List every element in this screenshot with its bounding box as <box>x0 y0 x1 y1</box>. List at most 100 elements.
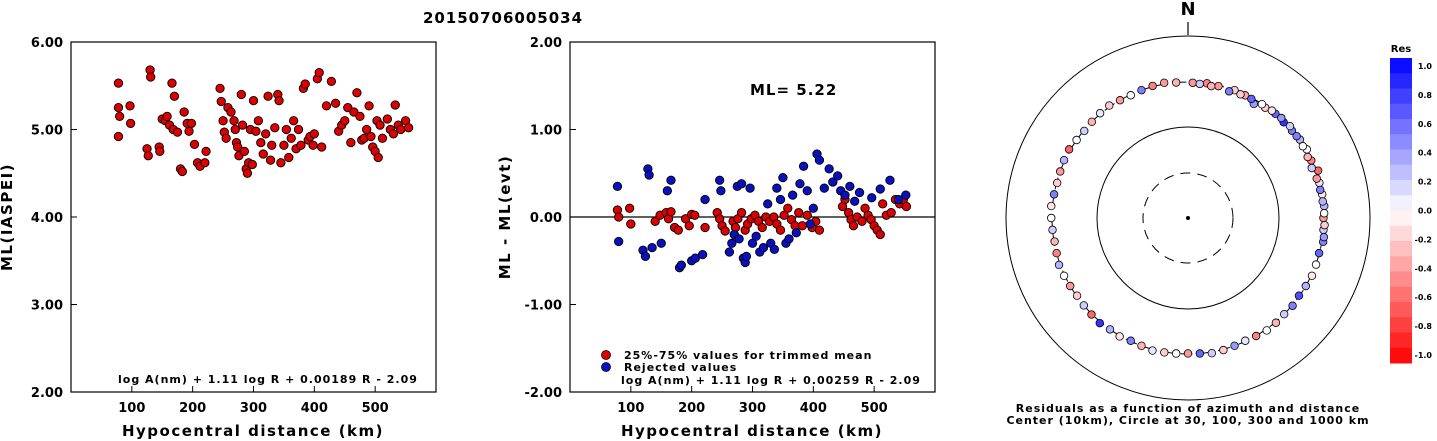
station-point <box>1188 78 1197 87</box>
colorbar-tick-label: 1.0 <box>1418 62 1433 71</box>
data-point <box>237 120 248 130</box>
y-tick-label: 5.00 <box>31 124 63 139</box>
data-point <box>184 126 194 136</box>
data-point <box>784 234 794 244</box>
data-point <box>162 111 172 122</box>
data-point <box>798 161 809 171</box>
data-point <box>155 146 165 157</box>
circle-1000km <box>1005 35 1371 401</box>
data-point <box>361 124 372 135</box>
station-point <box>1279 309 1289 319</box>
station-point <box>1066 281 1075 291</box>
data-point <box>700 194 710 205</box>
station-point <box>1137 86 1146 95</box>
data-point <box>274 95 284 106</box>
colorbar-cell <box>1390 271 1412 288</box>
data-point <box>783 203 793 213</box>
data-point <box>221 133 231 143</box>
data-point <box>125 101 135 111</box>
station-point <box>1230 341 1239 350</box>
data-point <box>795 179 805 189</box>
map-caption-line2: Center (10km), Circle at 30, 100, 300 an… <box>1006 414 1369 427</box>
data-point <box>666 175 676 185</box>
data-point <box>724 247 735 257</box>
data-point <box>805 219 815 229</box>
data-point <box>647 242 657 253</box>
ml-value: ML= 5.22 <box>750 81 837 99</box>
station-point <box>1072 291 1082 300</box>
station-point <box>1303 152 1312 162</box>
station-point <box>1307 271 1317 280</box>
data-point <box>113 78 124 88</box>
station-point <box>1267 106 1277 115</box>
y-tick-label: -1.00 <box>525 299 562 314</box>
data-point <box>308 140 318 150</box>
figure-title: 20150706005034 <box>423 9 583 27</box>
station-point <box>1277 113 1286 123</box>
station-point <box>1159 78 1169 88</box>
data-point <box>802 210 812 220</box>
y-tick-label: -2.00 <box>525 386 562 401</box>
station-point <box>1087 117 1097 127</box>
x-axis-label-2: Hypocentral distance (km) <box>621 422 883 440</box>
station-point <box>1307 163 1316 173</box>
data-point <box>697 249 708 260</box>
data-point <box>614 212 624 222</box>
data-point <box>769 244 780 255</box>
data-point <box>644 170 654 180</box>
data-point <box>382 114 392 124</box>
station-point <box>1047 201 1056 211</box>
data-point <box>113 131 124 142</box>
data-point <box>684 221 694 231</box>
data-point <box>186 118 197 129</box>
data-point <box>216 96 226 107</box>
station-point <box>1171 349 1181 358</box>
station-point <box>1262 326 1271 335</box>
data-point <box>230 124 240 135</box>
station-point <box>1288 301 1297 310</box>
station-point <box>1105 325 1115 334</box>
station-point <box>1056 167 1065 176</box>
colorbar-title: Res <box>1391 44 1411 55</box>
station-point <box>1301 281 1310 291</box>
colorbar-cells <box>1390 58 1412 364</box>
data-point <box>279 140 289 150</box>
data-point <box>247 159 257 170</box>
legend-label-trimmed: 25%-75% values for trimmed mean <box>624 349 872 362</box>
x-ticks-1: 100 200 300 400 500 <box>118 386 389 416</box>
x-tick-label: 400 <box>301 401 328 416</box>
data-point <box>875 229 885 240</box>
colorbar-cell <box>1390 134 1412 150</box>
north-label: N <box>1180 0 1195 20</box>
station-point <box>1050 237 1059 246</box>
y-tick-label: 4.00 <box>31 211 63 226</box>
data-point <box>656 238 666 248</box>
data-point <box>690 253 700 263</box>
y-tick-label: 1.00 <box>530 124 562 139</box>
y-tick-label: 0.00 <box>530 211 562 226</box>
colorbar-tick-label: 0.2 <box>1418 178 1432 187</box>
data-point <box>113 102 124 113</box>
data-point <box>143 151 153 161</box>
data-point <box>265 155 276 165</box>
data-point <box>840 190 850 200</box>
circle-30km <box>1142 172 1234 264</box>
station-point <box>1047 213 1056 223</box>
station-point <box>1319 232 1329 242</box>
station-point <box>1059 271 1069 280</box>
colorbar-cell <box>1390 88 1412 105</box>
data-point <box>775 194 786 205</box>
data-point <box>258 149 268 159</box>
panel-ml-vs-distance: 100 200 300 400 500 2.00 3.00 4.00 5.00 6.00 log… <box>0 36 437 440</box>
station-point <box>1126 336 1135 345</box>
data-point <box>316 142 327 152</box>
data-point <box>346 137 356 148</box>
data-point <box>808 203 818 213</box>
data-point <box>794 207 804 218</box>
y-axis-label-2: ML - ML(evt) <box>496 155 514 279</box>
data-point <box>125 118 136 129</box>
colorbar-tick-label: -0.8 <box>1415 322 1433 331</box>
station-point <box>1257 99 1267 109</box>
y-tick-label: 2.00 <box>31 386 63 401</box>
colorbar-tick-label: -0.6 <box>1415 293 1433 302</box>
